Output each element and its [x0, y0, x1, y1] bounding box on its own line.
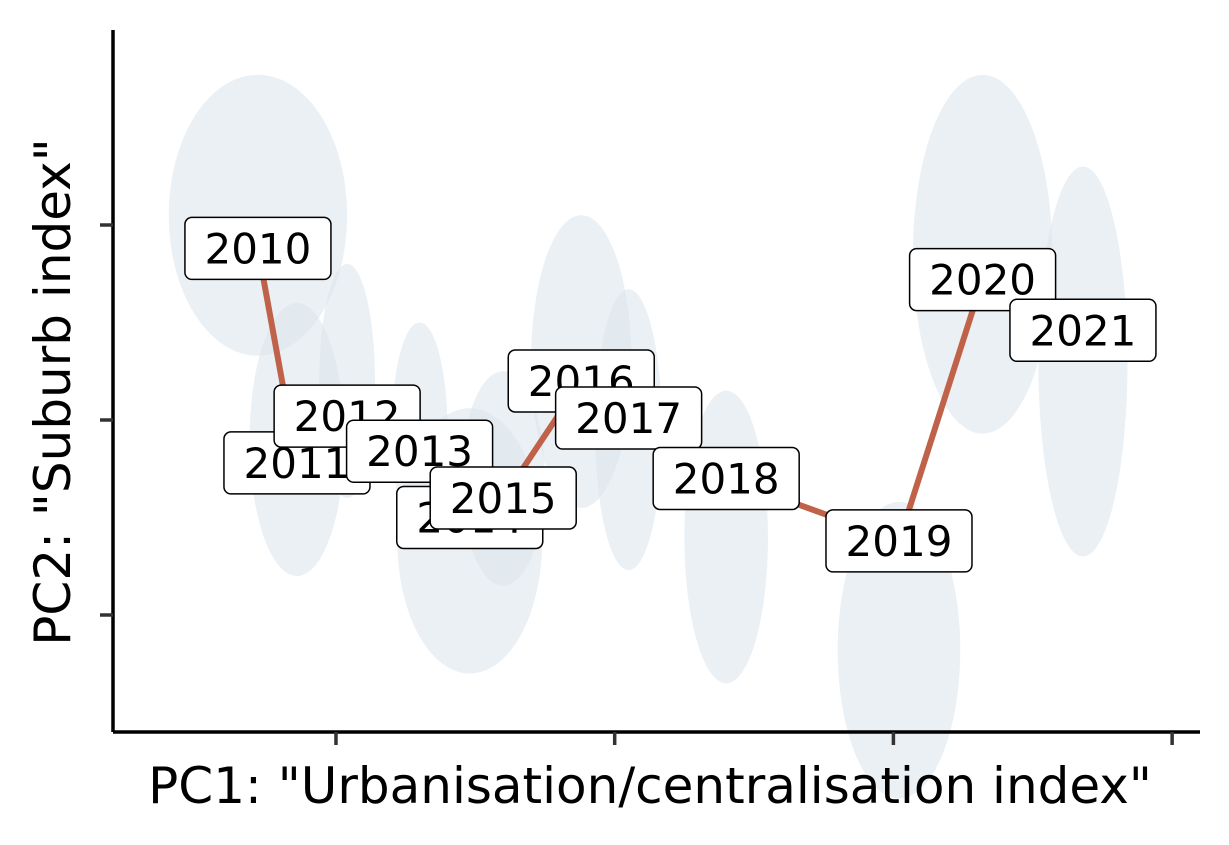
- year-label-box: [554, 386, 703, 450]
- year-label-text: 2017: [575, 394, 682, 443]
- year-label-layer: 2010201120122013201420152016201720182019…: [184, 216, 1157, 573]
- x-axis-title: PC1: "Urbanisation/centralisation index": [148, 757, 1152, 815]
- year-label-box: [429, 466, 577, 530]
- year-label: 2018: [652, 446, 800, 511]
- uncertainty-ellipse: [837, 501, 961, 799]
- year-label-box: [1009, 298, 1157, 363]
- year-label-text: 2019: [846, 517, 953, 566]
- year-label-box: [825, 509, 973, 573]
- year-label-text: 2021: [1029, 306, 1136, 355]
- uncertainty-ellipse: [168, 74, 348, 356]
- year-label-text: 2020: [929, 256, 1036, 305]
- y-axis-title: PC2: "Suburb index": [24, 138, 82, 645]
- year-label-box: [908, 247, 1057, 312]
- y-ticks: [100, 223, 113, 617]
- x-ticks: [334, 732, 1174, 745]
- year-label: 2015: [429, 466, 577, 530]
- year-label-text: 2010: [204, 224, 311, 273]
- year-label-box: [184, 216, 332, 281]
- year-label: 2017: [554, 386, 703, 450]
- year-label: 2020: [908, 247, 1057, 312]
- year-label-text: 2018: [673, 455, 780, 504]
- year-label: 2019: [825, 509, 973, 573]
- year-label: 2010: [184, 216, 332, 281]
- year-label-text: 2015: [450, 474, 557, 523]
- year-label: 2021: [1009, 298, 1157, 363]
- year-label-box: [652, 446, 800, 511]
